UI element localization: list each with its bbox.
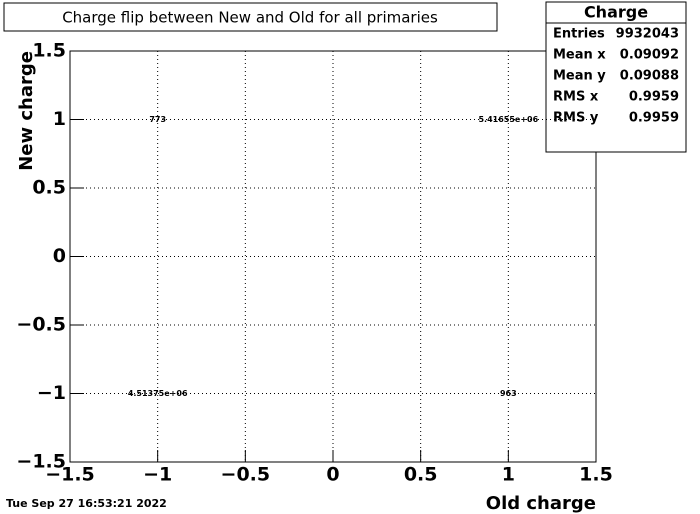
plot-frame [69,50,597,463]
stat-name: Entries [553,27,605,42]
y-tick-label: −0.5 [16,314,66,336]
y-tick-label: −1.5 [16,451,66,473]
x-tick-label: 0.5 [404,464,438,486]
x-axis-label: Old charge [486,493,596,514]
cell-value: 4.51375e+06 [128,389,188,398]
y-tick-label: 1.5 [32,40,66,62]
stat-name: RMS y [553,111,599,126]
title-box [3,2,498,32]
y-tick-label: −1 [37,382,66,404]
x-tick-label: 1 [502,464,515,486]
stat-value: 0.09088 [620,69,679,84]
stats-title: Charge [584,3,648,22]
x-tick-label: 1.5 [579,464,613,486]
stat-name: Mean y [553,69,606,84]
stat-value: 0.09092 [620,48,679,63]
y-tick-label: 1 [53,108,66,130]
stat-value: 0.9959 [629,111,679,126]
stat-value: 0.9959 [629,90,679,105]
cell-value: 963 [500,389,517,398]
cell-value: 5.41655e+06 [478,115,538,124]
y-axis-label: New charge [16,51,37,171]
timestamp: Tue Sep 27 16:53:21 2022 [6,497,167,510]
y-tick-label: 0 [53,245,66,267]
cell-value: 773 [149,115,166,124]
stats-box [545,1,687,153]
x-tick-label: −1.5 [45,464,95,486]
stat-name: RMS x [553,90,599,105]
stat-value: 9932043 [616,27,679,42]
chart-title: Charge flip between New and Old for all … [62,9,438,27]
y-tick-label: 0.5 [32,177,66,199]
x-tick-label: 0 [326,464,339,486]
stat-name: Mean x [553,48,606,63]
x-tick-label: −1 [143,464,172,486]
x-tick-label: −0.5 [221,464,271,486]
